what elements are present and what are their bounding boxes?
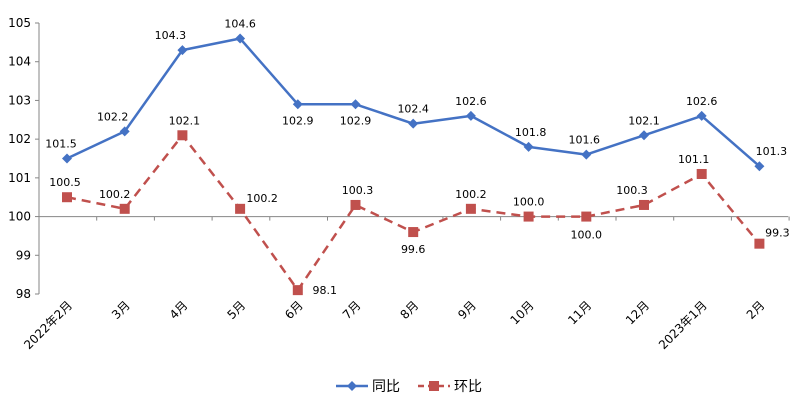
legend-marker-square (429, 381, 439, 391)
data-label: 102.2 (97, 110, 129, 123)
series-point-diamond (292, 99, 303, 110)
data-label: 101.3 (756, 145, 788, 158)
data-label: 98.1 (313, 284, 338, 297)
series-point-diamond (235, 33, 246, 44)
x-tick-label: 7月 (340, 298, 364, 322)
data-label: 104.6 (224, 17, 256, 30)
data-label: 102.6 (686, 95, 718, 108)
series-point-square (292, 285, 303, 296)
y-tick-label: 105 (8, 16, 31, 30)
legend-label-0: 同比 (372, 379, 400, 395)
series-point-diamond (465, 110, 476, 121)
y-tick-label: 103 (8, 93, 31, 107)
data-label: 100.3 (616, 184, 648, 197)
y-tick-label: 100 (8, 210, 31, 224)
series-point-square (523, 211, 534, 222)
data-label: 101.6 (569, 134, 601, 147)
series-point-diamond (639, 130, 649, 141)
series-point-square (465, 203, 476, 214)
series-point-square (639, 199, 649, 210)
data-label: 102.9 (282, 114, 314, 127)
series-point-square (119, 203, 130, 214)
x-tick-label: 5月 (224, 298, 248, 322)
series-point-diamond (350, 99, 361, 110)
x-tick-label: 8月 (398, 298, 422, 322)
data-label: 100.0 (571, 229, 603, 242)
chart-data-labels: 101.5 102.2 104.3 104.6 102.9 102.9 102.4 102.6… (45, 17, 789, 297)
data-label: 100.2 (455, 188, 487, 201)
data-label: 102.6 (455, 95, 487, 108)
legend-label-1: 环比 (454, 379, 482, 395)
series-point-diamond (696, 110, 707, 121)
series-point-diamond (523, 141, 534, 152)
x-tick-label: 2022年2月 (21, 298, 75, 352)
data-label: 102.9 (340, 114, 372, 127)
data-label: 100.3 (342, 184, 374, 197)
data-label: 99.3 (765, 227, 790, 240)
x-tick-label: 9月 (455, 298, 479, 322)
series-point-square (177, 130, 188, 141)
y-tick-label: 104 (8, 55, 31, 69)
series-point-diamond (754, 161, 765, 172)
data-label: 100.5 (49, 176, 81, 189)
series-point-diamond (62, 153, 72, 164)
series-point-square (696, 168, 707, 179)
x-tick-label: 2月 (744, 298, 768, 322)
data-label: 102.1 (628, 114, 660, 127)
series-point-square (62, 192, 72, 203)
data-label: 100.2 (99, 188, 131, 201)
y-tick-label: 102 (8, 132, 31, 146)
x-tick-label: 3月 (109, 298, 133, 322)
series-point-square (350, 199, 361, 210)
series-point-diamond (581, 149, 592, 160)
series-point-square (754, 238, 765, 249)
data-label: 100.2 (246, 192, 278, 205)
data-label: 104.3 (155, 29, 187, 42)
y-tick-label: 98 (16, 287, 31, 301)
y-tick-label: 101 (8, 171, 31, 185)
series-point-diamond (408, 118, 419, 129)
series-point-diamond (177, 45, 188, 56)
x-tick-label: 10月 (508, 298, 537, 327)
series-point-square (581, 211, 592, 222)
data-label: 102.1 (169, 114, 201, 127)
series-point-square (408, 227, 419, 238)
data-label: 100.0 (513, 196, 545, 209)
x-tick-label: 2023年1月 (656, 298, 710, 352)
x-tick-label: 6月 (282, 298, 306, 322)
chart-axes: 98 99 100 101 102 103 104 105 2022年2月 3月 4月 5月 6月 7月 8… (8, 16, 790, 352)
y-tick-label: 99 (16, 248, 31, 262)
legend-marker-diamond (347, 381, 357, 391)
x-tick-label: 4月 (167, 298, 191, 322)
series-point-diamond (119, 126, 130, 137)
data-label: 102.4 (397, 103, 429, 116)
data-label: 99.6 (401, 243, 426, 256)
x-tick-label: 12月 (623, 298, 652, 327)
series-point-square (235, 203, 246, 214)
chart-legend: 同比 环比 (336, 379, 482, 395)
x-tick-label: 11月 (565, 298, 594, 327)
series-line-1 (66, 134, 761, 292)
data-label: 101.5 (45, 138, 77, 151)
chart-markers (62, 33, 765, 296)
data-label: 101.8 (515, 126, 547, 139)
data-label: 101.1 (678, 153, 710, 166)
